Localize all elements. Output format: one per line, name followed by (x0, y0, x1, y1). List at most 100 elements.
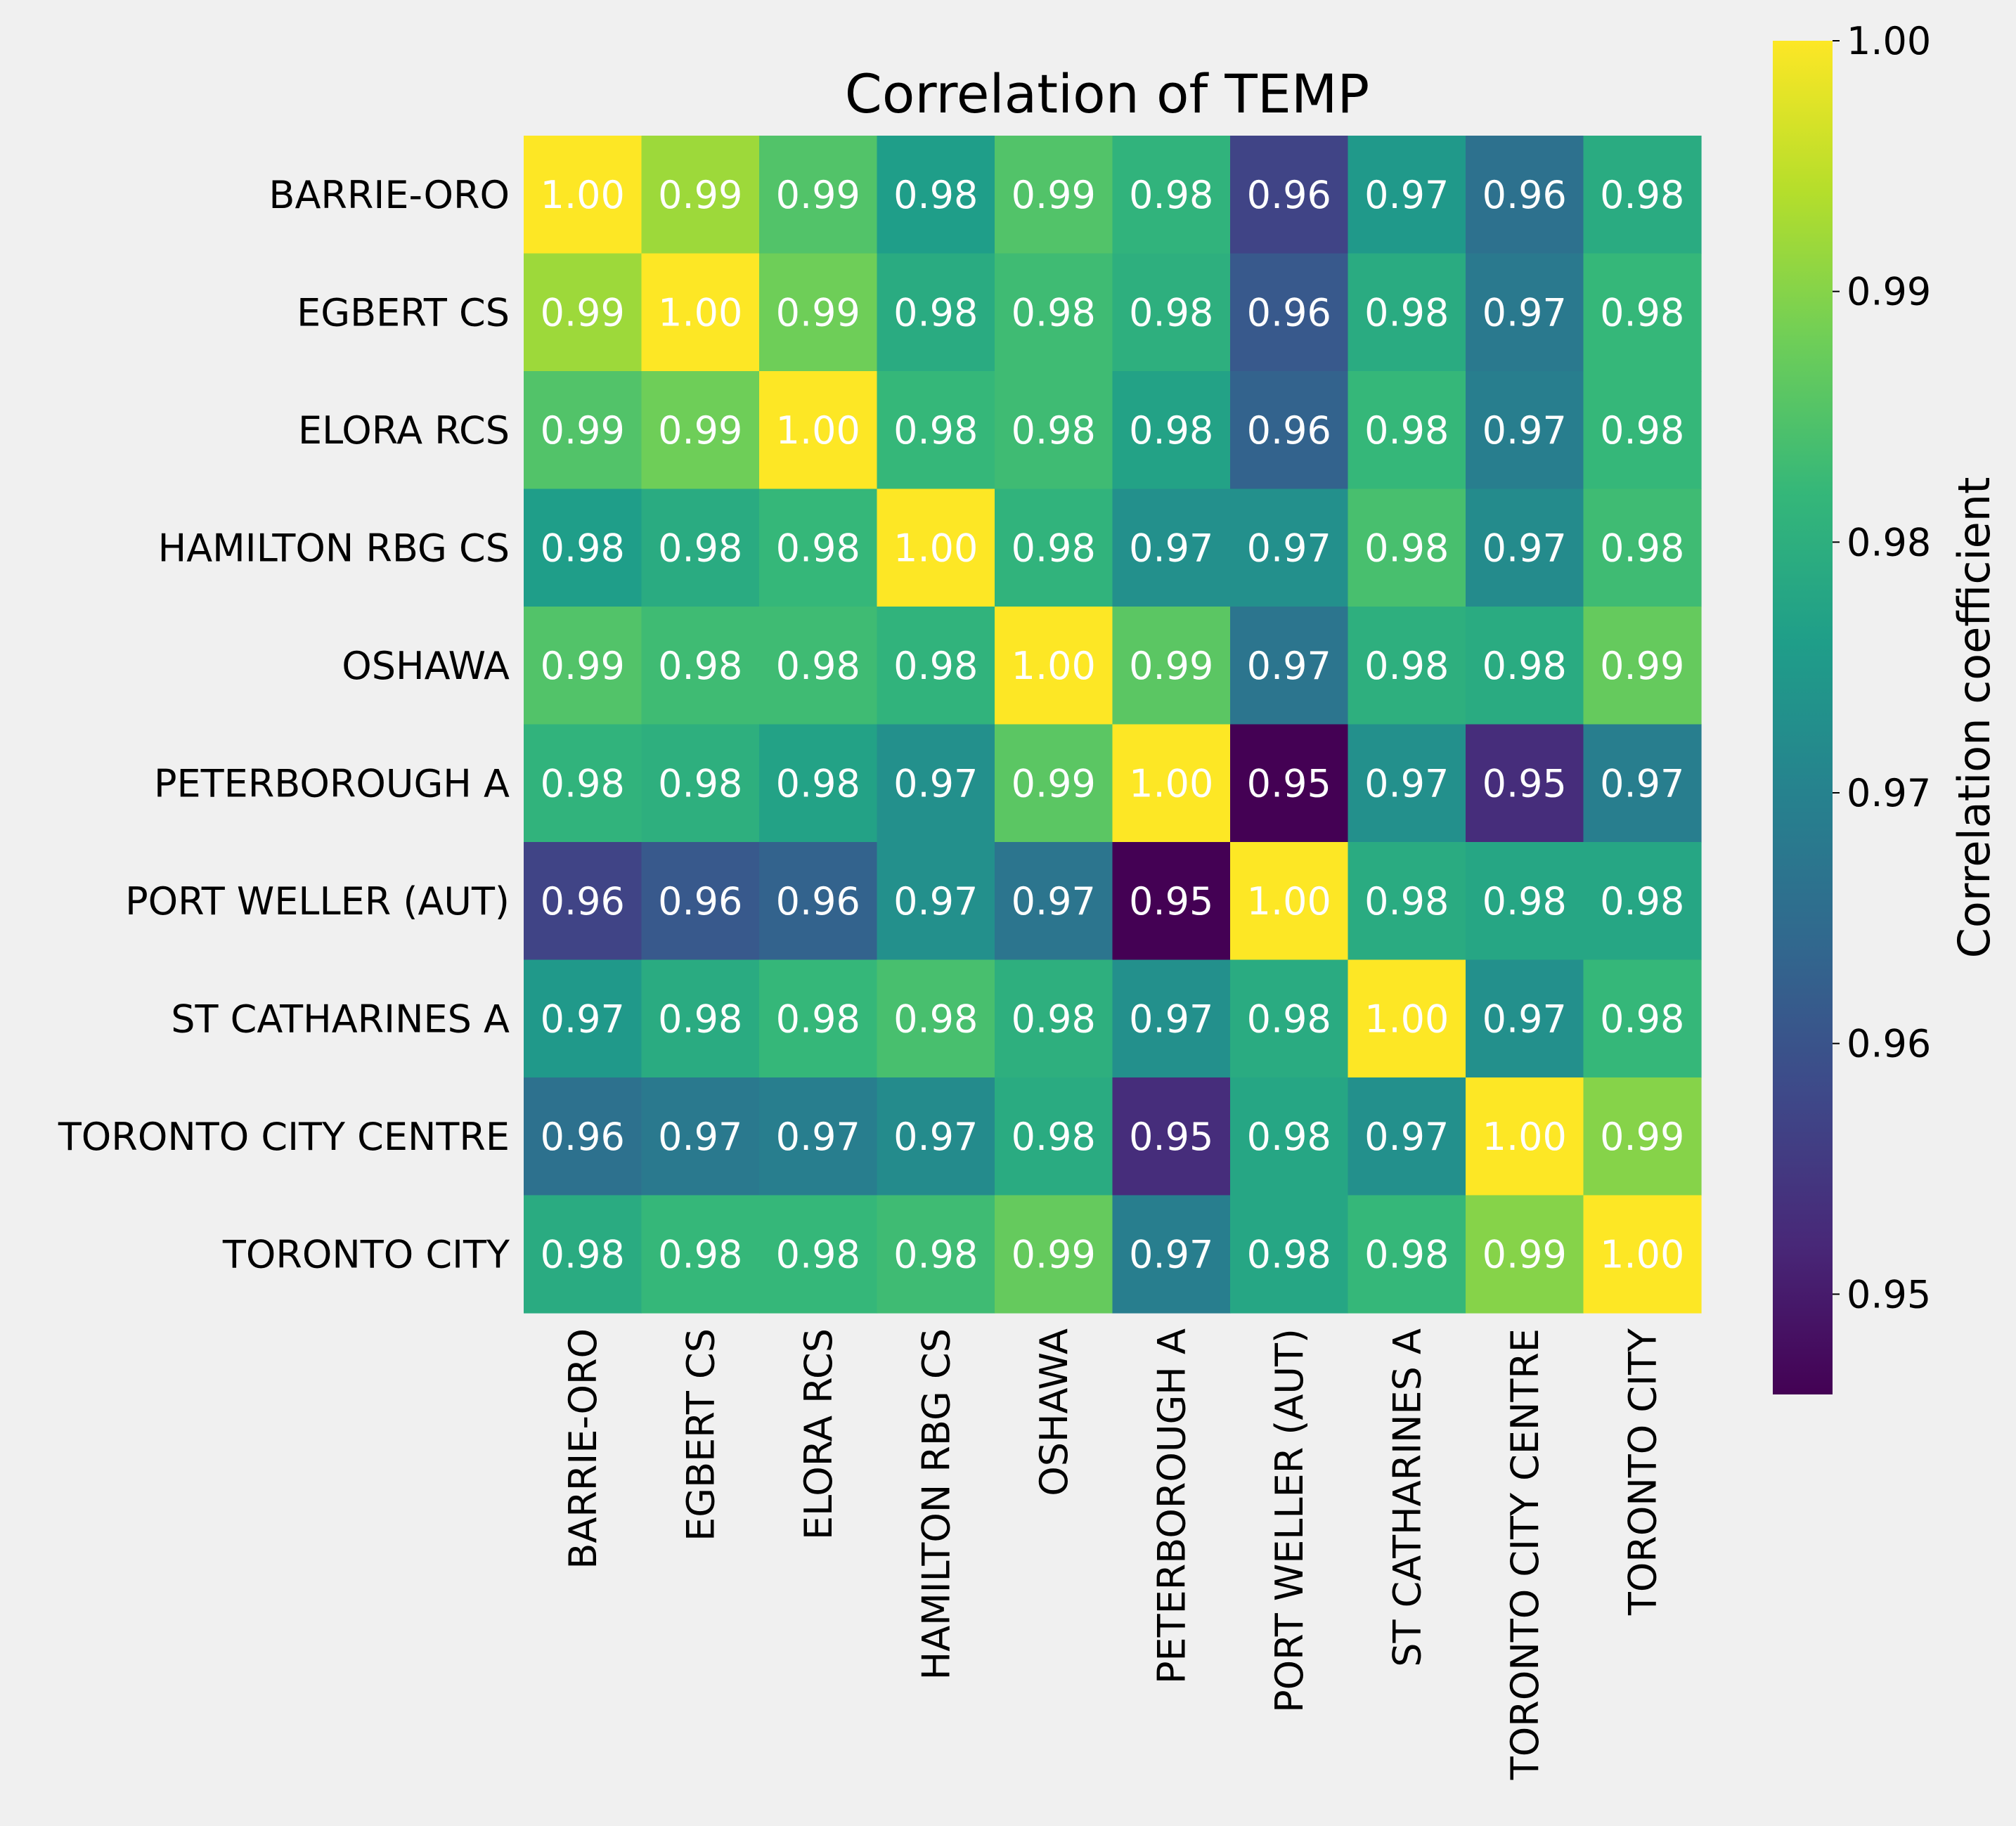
cell-value-label: 0.99 (541, 290, 625, 335)
cell-value-label: 0.98 (1364, 879, 1449, 924)
cell-value-label: 0.97 (1364, 173, 1449, 217)
cell-value-label: 0.95 (1247, 761, 1331, 805)
heatmap-cell (1230, 607, 1349, 725)
cell-value-label: 0.98 (658, 1232, 742, 1276)
cell-value-label: 0.98 (893, 997, 978, 1041)
cell-value-label: 0.98 (1600, 408, 1684, 453)
x-axis-tick-labels: BARRIE-ORO EGBERT CS ELORA RCS HAMILTON RBG… (561, 1328, 1665, 1780)
cell-value-label: 1.00 (893, 526, 978, 570)
cell-value-label: 0.98 (893, 173, 978, 217)
heatmap-cell (1583, 1077, 1702, 1196)
cell-value-label: 0.98 (1364, 1232, 1449, 1276)
cell-value-label: 1.00 (1129, 761, 1213, 805)
heatmap-cell (1112, 959, 1231, 1078)
heatmap-cell (1583, 724, 1702, 843)
cell-value-label: 0.98 (1012, 526, 1096, 570)
cell-value-label: 0.98 (893, 408, 978, 453)
heatmap-cell (1466, 1077, 1584, 1196)
cell-value-label: 0.97 (1600, 761, 1684, 805)
heatmap-cell (1466, 959, 1584, 1078)
cell-value-label: 0.97 (541, 997, 625, 1041)
column-label: BARRIE-ORO (561, 1328, 605, 1569)
heatmap-cell (1112, 136, 1231, 254)
heatmap-cell (641, 1077, 760, 1196)
heatmap-cell (877, 607, 995, 725)
heatmap-cell (524, 959, 642, 1078)
heatmap-cell (641, 842, 760, 961)
heatmap-cell (759, 1195, 878, 1314)
colorbar-label: Correlation coefficient (1949, 477, 2000, 959)
cell-value-label: 0.99 (1600, 644, 1684, 688)
cell-value-label: 1.00 (776, 408, 860, 453)
cell-value-label: 0.98 (658, 761, 742, 805)
heatmap-cell (1583, 607, 1702, 725)
cell-value-label: 0.97 (1129, 997, 1213, 1041)
cell-value-label: 0.99 (776, 290, 860, 335)
cell-value-label: 0.98 (893, 1232, 978, 1276)
heatmap-cell (759, 253, 878, 372)
cell-value-label: 0.98 (1600, 997, 1684, 1041)
cell-value-label: 0.99 (1012, 761, 1096, 805)
cell-value-label: 0.98 (1012, 408, 1096, 453)
column-label: ELORA RCS (796, 1328, 841, 1540)
heatmap-cell (995, 1077, 1113, 1196)
cell-value-label: 0.97 (893, 879, 978, 924)
cell-value-label: 0.98 (1012, 997, 1096, 1041)
column-label: PORT WELLER (AUT) (1267, 1328, 1312, 1713)
heatmap-cell (759, 607, 878, 725)
row-label: ST CATHARINES A (171, 997, 510, 1041)
cell-value-label: 0.98 (541, 526, 625, 570)
cell-value-label: 0.97 (1364, 1115, 1449, 1159)
cell-value-label: 1.00 (658, 290, 742, 335)
cell-value-label: 0.98 (893, 290, 978, 335)
cell-value-label: 0.99 (1482, 1232, 1567, 1276)
row-label: TORONTO CITY CENTRE (58, 1115, 510, 1159)
heatmap-cell (1348, 959, 1466, 1078)
row-label: TORONTO CITY (222, 1232, 510, 1276)
heatmap-cell (641, 607, 760, 725)
heatmap-cell (1230, 136, 1349, 254)
row-label: HAMILTON RBG CS (158, 526, 510, 570)
heatmap-cell (877, 1077, 995, 1196)
heatmap-cell (1112, 371, 1231, 490)
cell-value-label: 0.98 (776, 1232, 860, 1276)
heatmap-cell (524, 1077, 642, 1196)
cell-value-label: 0.98 (658, 644, 742, 688)
cell-value-label: 0.97 (1129, 526, 1213, 570)
cell-value-label: 0.97 (1482, 408, 1567, 453)
heatmap-cell (1348, 724, 1466, 843)
cell-value-label: 0.95 (1482, 761, 1567, 805)
colorbar-tick-label: 0.98 (1847, 520, 1931, 564)
heatmap-cell (1230, 842, 1349, 961)
cell-value-label: 0.95 (1129, 879, 1213, 924)
heatmap-cell (877, 488, 995, 607)
heatmap-cell (995, 488, 1113, 607)
cell-value-label: 0.98 (776, 526, 860, 570)
cell-value-label: 0.98 (1364, 408, 1449, 453)
cell-value-label: 0.99 (1600, 1115, 1684, 1159)
cell-value-label: 0.98 (1600, 879, 1684, 924)
heatmap-cell (877, 1195, 995, 1314)
heatmap-cell (1348, 1195, 1466, 1314)
heatmap-cell (1112, 253, 1231, 372)
heatmap-cell (995, 959, 1113, 1078)
cell-value-label: 0.98 (776, 997, 860, 1041)
cell-value-label: 0.99 (658, 408, 742, 453)
heatmap-cell-labels: 1.00 0.99 0.99 0.98 0.99 0.98 0.96 0.97 0.96 0.98… (541, 173, 1685, 1277)
cell-value-label: 0.99 (658, 173, 742, 217)
heatmap-cell (1230, 1195, 1349, 1314)
heatmap-cell (1348, 136, 1466, 254)
heatmap-cell (641, 724, 760, 843)
cell-value-label: 0.99 (1012, 1232, 1096, 1276)
cell-value-label: 0.99 (1012, 173, 1096, 217)
cell-value-label: 0.98 (776, 761, 860, 805)
heatmap-cell (877, 253, 995, 372)
cell-value-label: 0.98 (658, 526, 742, 570)
heatmap-cell (1230, 253, 1349, 372)
cell-value-label: 0.96 (1482, 173, 1567, 217)
cell-value-label: 0.98 (1129, 173, 1213, 217)
heatmap-cell (759, 724, 878, 843)
cell-value-label: 1.00 (1600, 1232, 1684, 1276)
cell-value-label: 0.98 (1129, 408, 1213, 453)
